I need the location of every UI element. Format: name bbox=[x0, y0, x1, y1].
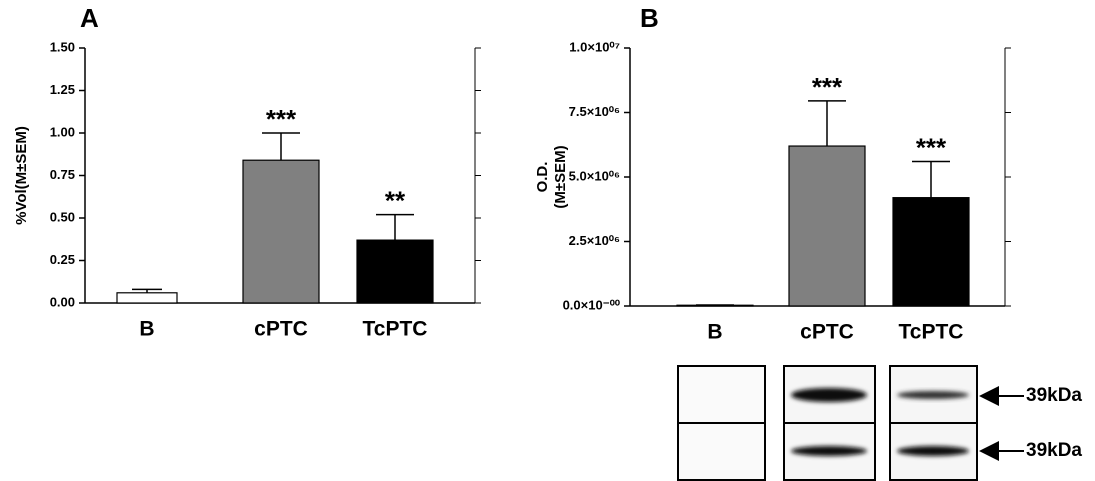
y-tick-label: 7.5×10⁰⁶ bbox=[569, 104, 620, 119]
y-tick-label: 0.25 bbox=[50, 252, 75, 267]
blot-band bbox=[897, 446, 969, 456]
y-tick-label: 1.0×10⁰⁷ bbox=[569, 39, 620, 54]
western-blot: 39kDa 39kDa bbox=[678, 366, 1082, 480]
y-tick-label: 2.5×10⁰⁶ bbox=[569, 233, 620, 248]
significance-label: *** bbox=[812, 72, 843, 102]
bar bbox=[677, 305, 753, 306]
significance-label: *** bbox=[266, 104, 297, 134]
bar bbox=[789, 146, 865, 306]
page: 39kDa 39kDa A %Vol(M±SEM) 0.00 0.25 0.50 0.75… bbox=[0, 0, 1095, 481]
blot-lane bbox=[678, 423, 765, 480]
bar bbox=[117, 293, 177, 303]
bar bbox=[893, 198, 969, 306]
blot-label: 39kDa bbox=[1026, 385, 1082, 406]
x-tick-label: B bbox=[139, 318, 154, 341]
y-tick-label: 0.0×10⁻⁰⁰ bbox=[563, 297, 621, 312]
bar bbox=[357, 240, 433, 303]
x-tick-label: TcPTC bbox=[899, 321, 964, 344]
x-tick-label: cPTC bbox=[800, 321, 854, 344]
blot-lane bbox=[678, 366, 765, 423]
blot-band bbox=[791, 446, 867, 456]
x-tick-label: B bbox=[707, 321, 722, 344]
blot-band bbox=[791, 388, 867, 402]
y-tick-label: 0.50 bbox=[50, 209, 75, 224]
y-tick-label: 0.75 bbox=[50, 167, 75, 182]
y-tick-label: 0.00 bbox=[50, 294, 75, 309]
panel-label: A bbox=[80, 3, 99, 33]
y-axis-label: %Vol(M±SEM) bbox=[13, 126, 30, 225]
bar bbox=[243, 160, 319, 303]
y-axis-label: (M±SEM) bbox=[552, 145, 569, 208]
blot-label: 39kDa bbox=[1026, 440, 1082, 461]
y-tick-label: 1.25 bbox=[50, 82, 75, 97]
y-tick-label: 1.00 bbox=[50, 124, 75, 139]
x-tick-label: TcPTC bbox=[363, 318, 428, 341]
significance-label: ** bbox=[385, 185, 406, 215]
blot-band bbox=[897, 391, 969, 399]
y-axis-label: O.D. bbox=[534, 162, 551, 193]
figure: 39kDa 39kDa A %Vol(M±SEM) 0.00 0.25 0.50 0.75… bbox=[0, 0, 1095, 481]
x-tick-label: cPTC bbox=[254, 318, 308, 341]
y-tick-label: 5.0×10⁰⁶ bbox=[569, 168, 620, 183]
panel-label: B bbox=[640, 3, 659, 33]
y-tick-label: 1.50 bbox=[50, 39, 75, 54]
significance-label: *** bbox=[916, 132, 947, 162]
